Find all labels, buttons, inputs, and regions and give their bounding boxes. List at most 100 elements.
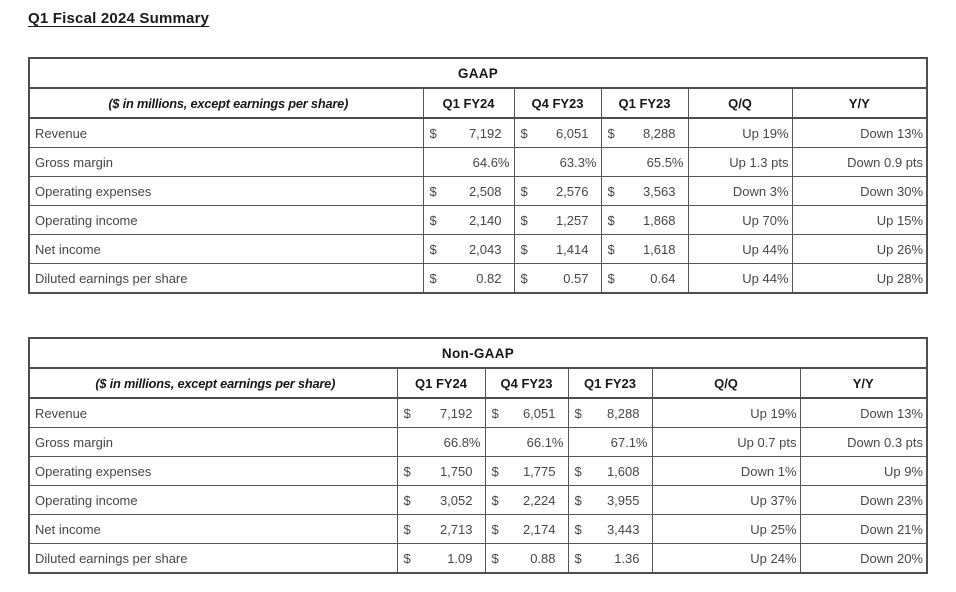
value-cell: $3,563 [600, 176, 689, 206]
yy-change-cell: Down 0.9 pts [791, 147, 928, 177]
yy-change-cell: Down 0.3 pts [799, 427, 928, 457]
table-row: Diluted earnings per share $1.09 $0.88 $1.3… [28, 543, 928, 574]
currency-symbol: $ [429, 212, 437, 228]
value-cell: $0.57 [513, 263, 602, 294]
value-text: 3,563 [642, 183, 676, 199]
value-cell: $3,955 [567, 485, 653, 515]
row-label: Net income [28, 514, 398, 544]
row-label: Operating income [28, 205, 424, 235]
column-header: Y/Y [791, 87, 928, 119]
value-text: 1,750 [439, 463, 473, 479]
value-cell: $2,713 [396, 514, 486, 544]
value-cell: $0.82 [422, 263, 515, 294]
value-cell: $2,576 [513, 176, 602, 206]
value-text: 2,713 [439, 521, 473, 537]
page-title: Q1 Fiscal 2024 Summary [28, 10, 210, 27]
table-title-row: Non-GAAP [28, 337, 928, 369]
currency-symbol: $ [429, 270, 437, 286]
value-text: 1,414 [555, 241, 589, 257]
value-cell: $1,868 [600, 205, 689, 235]
currency-symbol: $ [574, 521, 582, 537]
value-cell: $1.36 [567, 543, 653, 574]
qq-change-cell: Up 44% [687, 263, 793, 294]
value-cell: $1,775 [484, 456, 569, 486]
value-cell: $1.09 [396, 543, 486, 574]
value-cell: 66.8% [396, 427, 486, 457]
value-cell: 63.3% [513, 147, 602, 177]
currency-symbol: $ [607, 212, 615, 228]
value-cell: $7,192 [422, 117, 515, 148]
currency-symbol: $ [491, 492, 499, 508]
value-text: 2,043 [468, 241, 502, 257]
value-cell: $6,051 [484, 397, 569, 428]
value-cell: $1,257 [513, 205, 602, 235]
table-title-row: GAAP [28, 57, 928, 89]
non-gaap-table: Non-GAAP ($ in millions, except earnings … [28, 337, 928, 574]
value-cell: 65.5% [600, 147, 689, 177]
financial-table: GAAP ($ in millions, except earnings per … [28, 57, 929, 294]
table-row: Gross margin 64.6% 63.3% 65.5% Up 1.3 pts Dow… [28, 147, 928, 177]
column-header: Q1 FY24 [422, 87, 515, 119]
yy-change-cell: Up 15% [791, 205, 928, 235]
yy-change-cell: Up 28% [791, 263, 928, 294]
value-text: 1.36 [614, 550, 640, 566]
table-row: Diluted earnings per share $0.82 $0.57 $0.6… [28, 263, 928, 294]
value-text: 0.64 [650, 270, 676, 286]
value-cell: $2,140 [422, 205, 515, 235]
table-row: Net income $2,043 $1,414 $1,618 Up 44% Up 26% [28, 234, 928, 264]
qq-change-cell: Up 1.3 pts [687, 147, 793, 177]
value-text: 7,192 [468, 125, 502, 141]
yy-change-cell: Down 30% [791, 176, 928, 206]
qq-change-cell: Up 70% [687, 205, 793, 235]
table-note: ($ in millions, except earnings per shar… [28, 87, 424, 119]
qq-change-cell: Up 44% [687, 234, 793, 264]
currency-symbol: $ [520, 270, 528, 286]
value-text: 2,174 [522, 521, 556, 537]
currency-symbol: $ [491, 521, 499, 537]
currency-symbol: $ [520, 183, 528, 199]
qq-change-cell: Down 3% [687, 176, 793, 206]
value-text: 1,868 [642, 212, 676, 228]
currency-symbol: $ [429, 241, 437, 257]
currency-symbol: $ [403, 405, 411, 421]
value-cell: $2,174 [484, 514, 569, 544]
value-text: 1,775 [522, 463, 556, 479]
yy-change-cell: Down 20% [799, 543, 928, 574]
value-cell: $2,224 [484, 485, 569, 515]
table-row: Operating income $3,052 $2,224 $3,955 Up 37%… [28, 485, 928, 515]
currency-symbol: $ [491, 405, 499, 421]
currency-symbol: $ [403, 521, 411, 537]
yy-change-cell: Up 9% [799, 456, 928, 486]
currency-symbol: $ [429, 125, 437, 141]
currency-symbol: $ [520, 212, 528, 228]
qq-change-cell: Up 19% [651, 397, 801, 428]
column-header: Q1 FY23 [600, 87, 689, 119]
currency-symbol: $ [574, 463, 582, 479]
qq-change-cell: Up 0.7 pts [651, 427, 801, 457]
value-cell: $7,192 [396, 397, 486, 428]
value-cell: $8,288 [567, 397, 653, 428]
column-header: Q1 FY24 [396, 367, 486, 399]
yy-change-cell: Down 13% [799, 397, 928, 428]
yy-change-cell: Down 23% [799, 485, 928, 515]
value-cell: $2,508 [422, 176, 515, 206]
table-row: Net income $2,713 $2,174 $3,443 Up 25% Down 2… [28, 514, 928, 544]
value-cell: $0.64 [600, 263, 689, 294]
qq-change-cell: Up 24% [651, 543, 801, 574]
row-label: Diluted earnings per share [28, 543, 398, 574]
yy-change-cell: Down 13% [791, 117, 928, 148]
column-header-row: ($ in millions, except earnings per shar… [28, 87, 928, 119]
value-cell: $3,443 [567, 514, 653, 544]
currency-symbol: $ [491, 550, 499, 566]
row-label: Gross margin [28, 147, 424, 177]
value-text: 1.09 [447, 550, 473, 566]
table-row: Operating income $2,140 $1,257 $1,868 Up 70%… [28, 205, 928, 235]
currency-symbol: $ [574, 550, 582, 566]
currency-symbol: $ [607, 270, 615, 286]
value-text: 3,052 [439, 492, 473, 508]
qq-change-cell: Up 19% [687, 117, 793, 148]
row-label: Revenue [28, 397, 398, 428]
row-label: Gross margin [28, 427, 398, 457]
currency-symbol: $ [574, 405, 582, 421]
currency-symbol: $ [491, 463, 499, 479]
